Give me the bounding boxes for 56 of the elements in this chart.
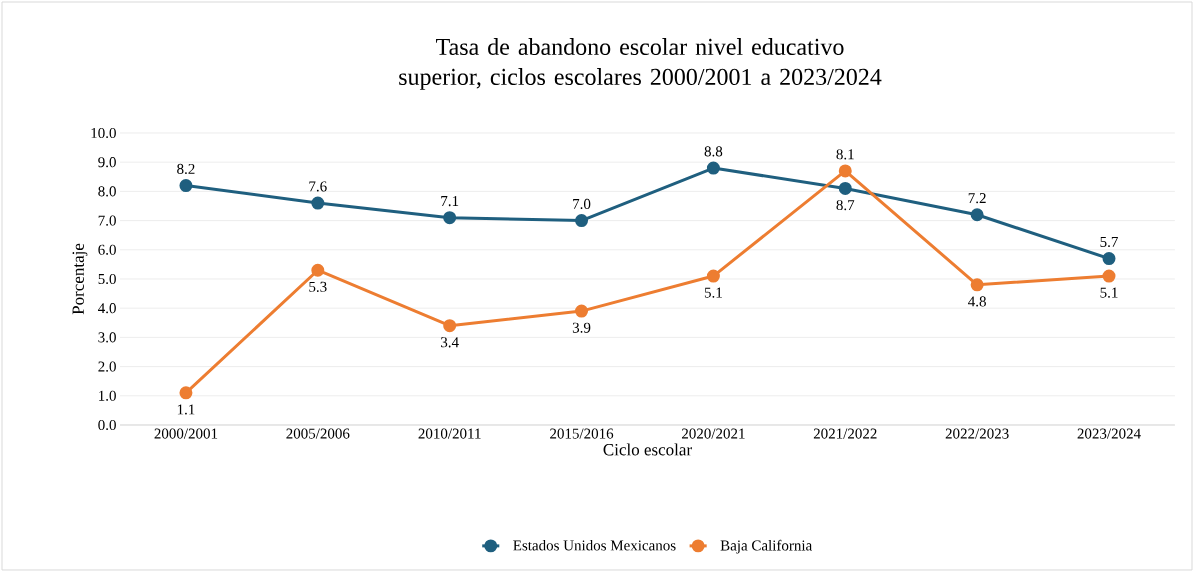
y-axis-title: Porcentaje [72,243,88,315]
x-axis-title: Ciclo escolar [603,443,692,456]
data-label: 3.9 [572,322,591,333]
data-label: 5.7 [1100,236,1118,248]
point [311,263,325,277]
y-tick-label: 10.0 [91,127,116,139]
data-label: 7.2 [968,193,986,204]
point [311,196,325,210]
point [970,208,984,222]
data-label: 7.1 [441,196,459,207]
data-label: 8.1 [836,149,854,160]
point [706,269,720,283]
data-label: 5.3 [309,281,327,292]
x-tick-label: 2000/2001 [154,428,218,439]
data-label: 5.1 [704,287,722,298]
point [179,179,193,193]
data-label: 3.4 [441,337,459,348]
x-tick-label: 2020/2021 [681,428,745,439]
point [706,161,720,175]
data-label: 1.1 [177,404,195,415]
x-tick-label: 2023/2024 [1077,428,1141,439]
point [443,211,457,225]
point [1102,269,1116,283]
x-tick-label: 2005/2006 [286,428,350,439]
point [575,214,589,228]
y-tick-label: 0.0 [98,419,116,431]
data-label: 8.8 [704,146,723,157]
x-tick-label: 2015/2016 [550,428,614,439]
point [970,278,984,292]
y-tick-label: 7.0 [98,215,116,226]
data-label: 7.0 [573,198,591,210]
point [443,319,457,333]
x-tick-label: 2022/2023 [945,428,1009,439]
point [179,386,193,400]
legend-label: Estados Unidos Mexicanos [513,539,676,551]
data-label: 7.6 [309,181,327,192]
y-tick-label: 2.0 [98,361,116,372]
y-tick-label: 3.0 [98,332,116,343]
y-tick-label: 8.0 [98,186,116,197]
legend-label: Baja California [720,539,813,554]
data-label: 5.1 [1100,287,1118,298]
x-tick-label: 2010/2011 [418,428,481,439]
data-label: 8.2 [177,163,195,175]
y-tick-label: 1.0 [99,390,116,401]
point [1102,252,1116,266]
y-tick-label: 4.0 [98,303,116,314]
y-tick-label: 6.0 [98,244,116,255]
x-tick-label: 2021/2022 [813,428,877,439]
y-tick-label: 9.0 [98,157,116,168]
point [838,164,852,178]
data-label: 4.8 [968,296,986,307]
point [838,181,852,195]
chart-title: Tasa de abandono escolar nivel educativo superior, ciclos escolares 2000/2001 a 2023/2024 [399,38,882,90]
y-tick-label: 5.0 [98,273,116,285]
data-label: 8.7 [836,200,855,211]
point [575,304,589,318]
